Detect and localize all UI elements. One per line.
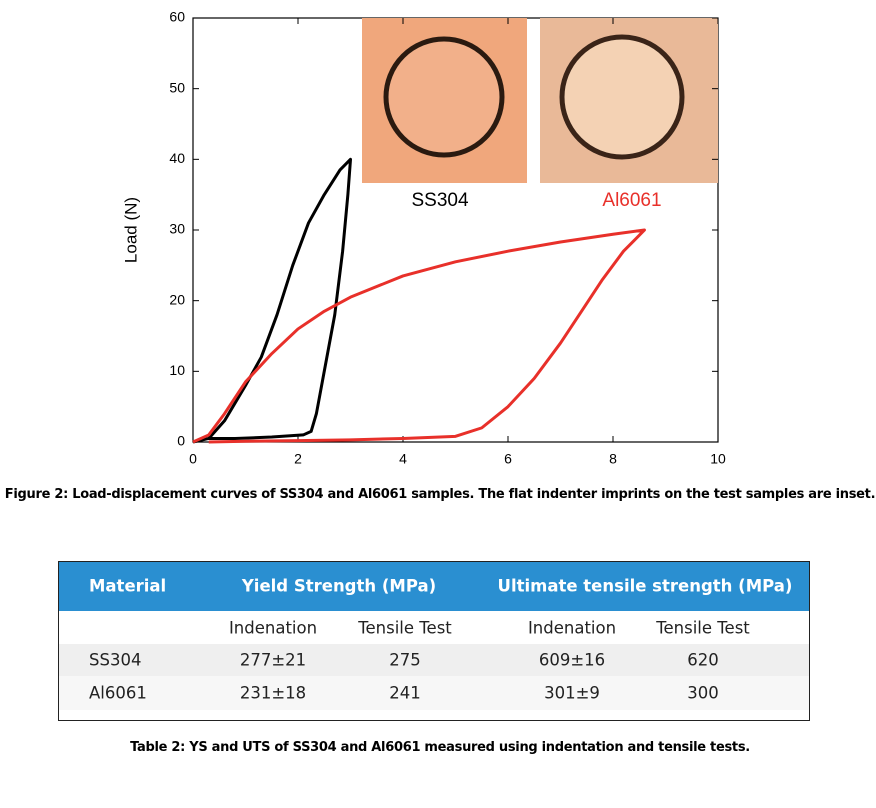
y-tick-label: 20 <box>169 291 185 307</box>
y-tick-label: 10 <box>169 362 185 378</box>
x-tick-label: 2 <box>294 451 302 467</box>
x-tick-label: 0 <box>189 451 197 467</box>
table-cell: Al6061 <box>89 683 147 703</box>
y-tick-label: 0 <box>177 433 185 449</box>
y-tick-label: 60 <box>169 9 185 25</box>
chart: Load (N) SS304 Al6061 0 2 4 6 8 10 0 10 20 30 40 50… <box>121 9 726 467</box>
table-cell: SS304 <box>89 650 142 670</box>
inset-label: SS304 <box>411 190 468 211</box>
table: Material Yield Strength (MPa) Ultimate ten… <box>58 561 810 721</box>
x-tick-label: 4 <box>399 451 407 467</box>
curve <box>192 157 352 444</box>
table-cell: 275 <box>389 650 421 670</box>
table-cell: Indenation <box>527 618 617 638</box>
table-cell: Material <box>89 576 167 596</box>
table-cell: 241 <box>389 683 421 703</box>
y-axis-label: Load (N) <box>121 197 140 263</box>
table-cell: Tensile Test <box>358 618 452 638</box>
y-tick-label: 30 <box>169 221 185 237</box>
table-cell: 231±18 <box>239 683 307 703</box>
header-row <box>59 562 809 611</box>
inset-al6061 <box>540 18 718 183</box>
table-cell: 300 <box>687 683 719 703</box>
table-cell: 301±9 <box>544 683 600 703</box>
table-cell: 277±21 <box>239 650 307 670</box>
row-band <box>59 644 809 676</box>
row-band <box>59 676 809 710</box>
table-cell: Ultimate tensile strength (MPa) <box>497 576 793 596</box>
x-tick-label: 6 <box>504 451 512 467</box>
figure-caption: Figure 2: Load-displacement curves of SS… <box>4 487 876 502</box>
table-cell: Yield Strength (MPa) <box>241 576 437 596</box>
inset-ss304 <box>362 18 527 183</box>
y-tick-label: 50 <box>169 79 185 95</box>
inset-label: Al6061 <box>602 190 661 211</box>
x-tick-label: 8 <box>609 451 617 467</box>
imprint <box>559 34 685 160</box>
x-tick-label: 10 <box>710 451 726 467</box>
table-cell: Tensile Test <box>656 618 750 638</box>
imprint <box>383 36 505 158</box>
table-cell: 620 <box>687 650 719 670</box>
curve <box>192 228 646 444</box>
table-cell: 609±16 <box>538 650 606 670</box>
table-caption: Table 2: YS and UTS of SS304 and Al6061 … <box>130 740 750 755</box>
table-cell: Indenation <box>228 618 318 638</box>
y-tick-label: 40 <box>169 150 185 166</box>
